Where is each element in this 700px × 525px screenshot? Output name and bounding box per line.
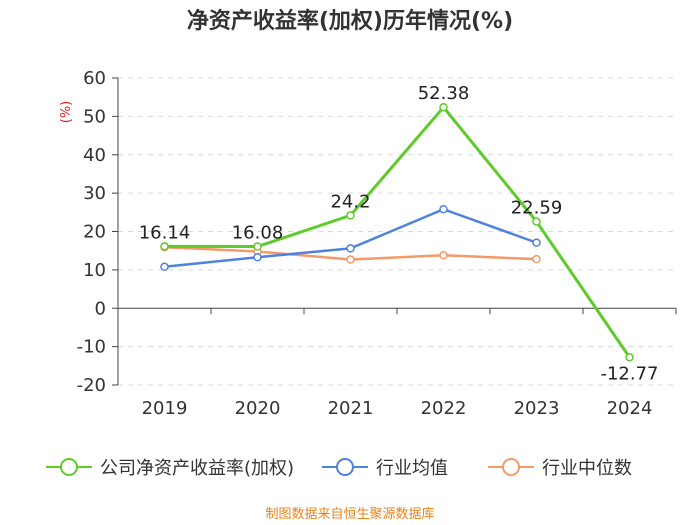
y-tick-label: 60 xyxy=(83,68,106,89)
data-point xyxy=(625,353,634,362)
legend-swatch-marker xyxy=(60,458,78,476)
source-note: 制图数据来自恒生聚源数据库 xyxy=(265,506,434,522)
y-tick-label: -10 xyxy=(77,337,106,358)
data-point xyxy=(439,251,448,260)
data-point xyxy=(532,217,541,226)
data-point xyxy=(439,204,448,214)
x-tick-label: 2020 xyxy=(235,398,281,419)
data-label-layer: 16.14 16.08 24.2 52.38 22.59 -12.77 xyxy=(139,83,659,384)
y-tick-label: 20 xyxy=(83,222,106,243)
y-tick-label: 40 xyxy=(83,145,106,166)
x-tick-label: 2021 xyxy=(328,398,374,419)
data-label: 16.08 xyxy=(232,223,284,244)
legend-label: 公司净资产收益率(加权) xyxy=(100,458,294,479)
data-point xyxy=(532,254,541,264)
legend-label: 行业中位数 xyxy=(542,458,632,479)
y-tick-label: 10 xyxy=(83,260,106,281)
x-tick-label: 2019 xyxy=(142,398,188,419)
data-point xyxy=(346,244,355,253)
legend: 公司净资产收益率(加权) 行业均值 行业中位数 xyxy=(46,458,632,479)
data-point xyxy=(253,242,262,251)
axis-layer: 60 50 40 30 20 10 0 -10 -20 2019 2020 2021 2022 2023 2… xyxy=(77,68,677,419)
data-point xyxy=(160,242,169,251)
legend-label: 行业均值 xyxy=(376,458,448,479)
data-label: 16.14 xyxy=(139,222,191,243)
data-point xyxy=(532,238,541,247)
data-label: -12.77 xyxy=(600,363,658,384)
x-tick-label: 2024 xyxy=(607,398,653,419)
data-label: 24.2 xyxy=(330,191,370,212)
data-point xyxy=(439,102,448,112)
x-tick-label: 2022 xyxy=(421,398,467,419)
x-tick-label: 2023 xyxy=(514,398,560,419)
data-point xyxy=(253,252,262,262)
legend-swatch-marker xyxy=(502,458,520,476)
data-point xyxy=(346,211,355,220)
y-tick-label: 50 xyxy=(83,106,106,127)
grid-layer xyxy=(118,77,676,386)
y-tick-label: 30 xyxy=(83,183,106,204)
data-label: 22.59 xyxy=(511,198,563,219)
y-tick-label: -20 xyxy=(77,375,106,396)
y-tick-label: 0 xyxy=(95,298,106,319)
series-layer xyxy=(160,102,634,362)
y-axis-label: (%) xyxy=(59,101,74,124)
series-line xyxy=(164,105,631,359)
chart-title: 净资产收益率(加权)历年情况(%) xyxy=(187,8,513,34)
data-point xyxy=(160,262,169,272)
legend-swatch-marker xyxy=(336,458,354,476)
data-point xyxy=(346,255,355,264)
data-label: 52.38 xyxy=(418,83,470,104)
